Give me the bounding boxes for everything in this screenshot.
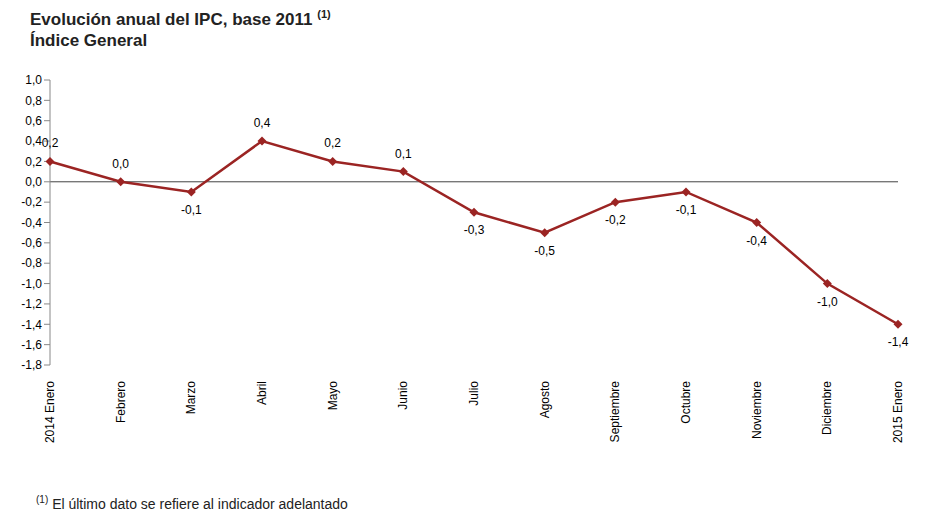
svg-text:Mayo: Mayo [326, 381, 340, 411]
svg-text:0,4: 0,4 [254, 116, 271, 130]
svg-text:0,4: 0,4 [25, 134, 42, 148]
svg-text:0,2: 0,2 [324, 136, 341, 150]
svg-text:-0,1: -0,1 [181, 203, 202, 217]
svg-text:-0,4: -0,4 [21, 216, 42, 230]
svg-text:-1,6: -1,6 [21, 338, 42, 352]
svg-text:-1,4: -1,4 [888, 335, 909, 349]
svg-text:Septiembre: Septiembre [608, 381, 622, 443]
svg-text:Diciembre: Diciembre [820, 381, 834, 435]
svg-text:Abril: Abril [255, 381, 269, 405]
svg-text:-0,8: -0,8 [21, 256, 42, 270]
svg-text:-0,2: -0,2 [21, 195, 42, 209]
svg-text:0,1: 0,1 [395, 147, 412, 161]
svg-text:0,2: 0,2 [25, 155, 42, 169]
svg-text:Marzo: Marzo [184, 381, 198, 415]
svg-text:-1,0: -1,0 [21, 277, 42, 291]
svg-text:0,6: 0,6 [25, 114, 42, 128]
svg-text:-1,0: -1,0 [817, 295, 838, 309]
svg-text:-0,3: -0,3 [464, 223, 485, 237]
svg-text:Octubre: Octubre [679, 381, 693, 424]
svg-text:Julio: Julio [467, 381, 481, 406]
svg-text:Junio: Junio [396, 381, 410, 410]
svg-text:-0,4: -0,4 [746, 234, 767, 248]
svg-text:0,8: 0,8 [25, 94, 42, 108]
svg-text:-1,4: -1,4 [21, 318, 42, 332]
html-text:(1) El último dato se refiere: (1) El último dato se refiere al indicad… [36, 494, 348, 512]
svg-text:-1,8: -1,8 [21, 358, 42, 372]
svg-text:-1,2: -1,2 [21, 297, 42, 311]
svg-text:0,0: 0,0 [112, 157, 129, 171]
svg-text:0,2: 0,2 [42, 136, 59, 150]
svg-text:Febrero: Febrero [114, 381, 128, 423]
svg-text:2015 Enero: 2015 Enero [891, 381, 905, 443]
svg-text:2014 Enero: 2014 Enero [43, 381, 57, 443]
html-text:Evolución anual del IPC, base: Evolución anual del IPC, base 2011 (1) [30, 8, 331, 29]
svg-text:-0,6: -0,6 [21, 236, 42, 250]
svg-text:1,0: 1,0 [25, 73, 42, 87]
svg-text:0,0: 0,0 [25, 175, 42, 189]
svg-text:Noviembre: Noviembre [750, 381, 764, 439]
svg-text:-0,2: -0,2 [605, 213, 626, 227]
svg-text:-0,1: -0,1 [676, 203, 697, 217]
html-text:Índice General: Índice General [30, 30, 148, 50]
svg-text:Agosto: Agosto [538, 381, 552, 419]
svg-text:-0,5: -0,5 [534, 244, 555, 258]
